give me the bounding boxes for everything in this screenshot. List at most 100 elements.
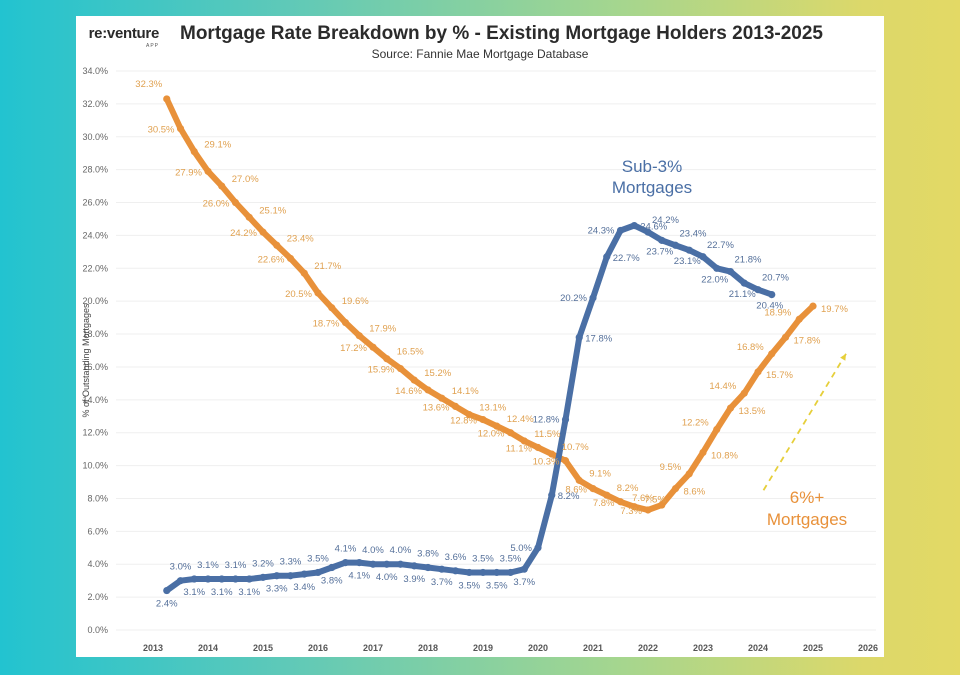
data-point — [740, 389, 748, 397]
data-label: 14.4% — [709, 381, 736, 392]
series-line-6pct-plus — [163, 96, 816, 513]
data-point — [341, 558, 350, 567]
data-label: 22.0% — [701, 274, 728, 285]
data-point — [245, 575, 253, 583]
data-point — [396, 560, 405, 568]
data-point — [273, 241, 281, 249]
data-label: 18.7% — [313, 319, 340, 330]
data-label: 22.6% — [258, 254, 285, 265]
data-label: 29.1% — [204, 140, 231, 151]
data-label: 20.2% — [560, 293, 587, 304]
data-point — [781, 333, 790, 341]
data-point — [190, 575, 198, 583]
x-tick-label: 2022 — [638, 643, 658, 653]
data-point — [383, 560, 391, 568]
y-tick-label: 4.0% — [87, 559, 108, 569]
data-label: 3.2% — [252, 558, 274, 569]
data-label: 24.6% — [640, 222, 667, 233]
data-point — [699, 448, 707, 457]
data-label: 26.0% — [203, 199, 230, 210]
data-label: 10.7% — [562, 442, 589, 453]
data-label: 23.1% — [674, 256, 701, 267]
data-point — [204, 575, 212, 583]
data-label: 21.8% — [735, 255, 762, 266]
x-axis-ticks: 2013 2014 2015 2016 2017 2018 2019 2020 2021 2022… — [143, 643, 878, 653]
data-point — [438, 394, 446, 402]
data-point — [396, 364, 405, 373]
data-point — [245, 213, 253, 221]
data-point — [644, 506, 652, 514]
data-point — [726, 267, 735, 276]
data-label: 3.7% — [431, 577, 453, 588]
data-label: 17.2% — [340, 343, 367, 354]
data-point — [231, 198, 240, 207]
data-label: 13.1% — [479, 403, 506, 414]
y-axis-ticks: 0.0% 2.0% 4.0% 6.0% 8.0% 10.0% 12.0% 14.0% 16.0%… — [82, 66, 108, 635]
data-point — [286, 572, 295, 580]
data-point — [465, 411, 473, 419]
y-tick-label: 28.0% — [82, 165, 108, 175]
data-label: 3.0% — [170, 562, 192, 573]
data-point — [506, 568, 515, 577]
x-tick-label: 2017 — [363, 643, 383, 653]
y-tick-label: 22.0% — [82, 263, 108, 273]
data-label: 21.7% — [314, 261, 341, 272]
data-label: 23.4% — [680, 228, 707, 239]
y-tick-label: 2.0% — [87, 592, 108, 602]
data-label: 3.9% — [403, 574, 425, 585]
data-label: 3.4% — [293, 582, 315, 593]
data-label: 3.7% — [513, 577, 535, 588]
y-tick-label: 30.0% — [82, 132, 108, 142]
y-tick-label: 12.0% — [82, 428, 108, 438]
data-label: 3.1% — [211, 587, 233, 598]
data-label: 23.7% — [646, 246, 673, 257]
data-label: 22.7% — [707, 240, 734, 251]
data-point — [410, 562, 418, 570]
data-label: 8.6% — [684, 487, 706, 498]
reventure-logo: re:venture APP — [79, 26, 160, 50]
data-label: 27.9% — [175, 167, 202, 178]
data-label: 3.5% — [307, 553, 329, 564]
data-point — [548, 450, 556, 458]
data-point — [163, 586, 171, 595]
data-label: 20.7% — [762, 273, 789, 284]
data-label: 11.5% — [534, 429, 561, 440]
data-label: 13.6% — [423, 402, 450, 413]
data-point — [314, 568, 322, 577]
y-tick-label: 8.0% — [87, 493, 108, 503]
data-point — [451, 567, 460, 575]
data-label: 7.8% — [593, 498, 615, 509]
data-point — [713, 425, 721, 434]
data-point — [520, 565, 528, 573]
data-point — [754, 368, 762, 376]
data-point — [300, 269, 308, 277]
data-point — [479, 568, 487, 577]
data-label: 4.0% — [390, 545, 412, 556]
y-tick-label: 20.0% — [82, 296, 108, 306]
data-label: 19.7% — [821, 304, 848, 315]
data-point — [713, 264, 721, 272]
gridlines — [116, 70, 876, 631]
data-point — [589, 485, 597, 493]
data-label: 3.8% — [417, 549, 439, 560]
data-label: 3.1% — [197, 560, 219, 571]
data-point — [795, 315, 803, 323]
data-point — [616, 226, 625, 235]
data-label: 12.8% — [450, 416, 477, 427]
series-lines — [163, 95, 817, 595]
data-point — [506, 429, 515, 437]
data-label: 10.3% — [533, 457, 560, 468]
data-label: 22.7% — [613, 253, 640, 264]
data-point — [616, 498, 625, 506]
data-label: 7.3% — [620, 506, 642, 517]
data-label: 13.5% — [739, 406, 766, 417]
data-label: 15.7% — [766, 370, 793, 381]
chart-card: re:venture APP Mortgage Rate Breakdown b… — [76, 16, 884, 657]
y-tick-label: 14.0% — [82, 395, 108, 405]
arrowhead-icon — [840, 353, 846, 361]
data-point — [341, 318, 350, 327]
data-label: 14.1% — [452, 386, 479, 397]
data-point — [176, 577, 185, 585]
x-tick-label: 2016 — [308, 643, 328, 653]
data-label: 24.2% — [230, 228, 257, 239]
